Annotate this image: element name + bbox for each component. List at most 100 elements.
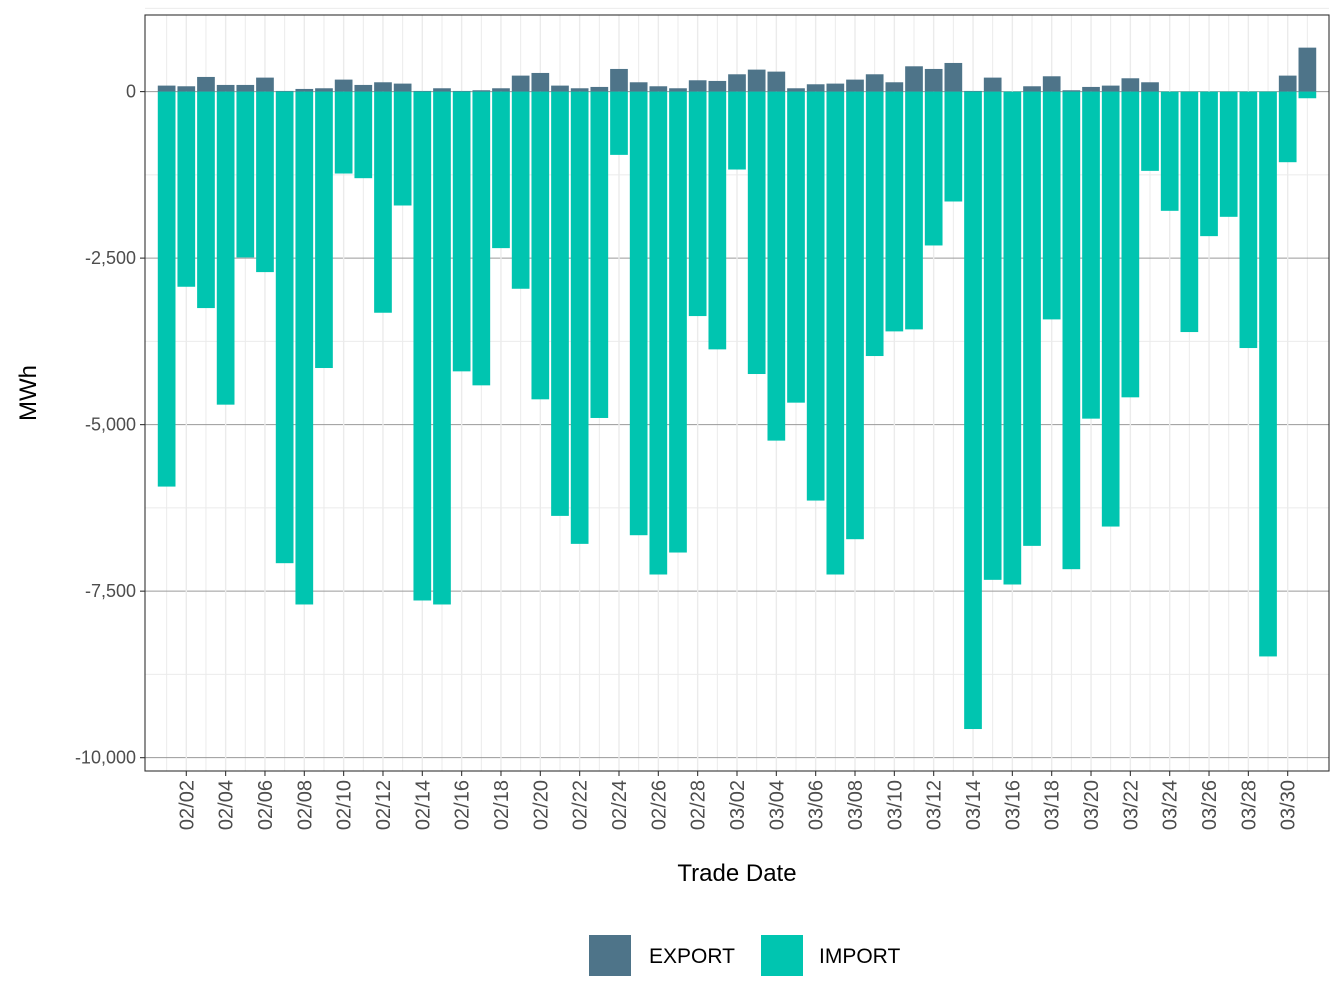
- import-bar-03-06: [806, 91, 825, 501]
- export-bar-03-13: [944, 62, 963, 92]
- x-tick-label: 03/30: [1278, 780, 1300, 830]
- export-bar-02-25: [629, 82, 648, 92]
- export-bar-02-03: [197, 76, 215, 92]
- import-bar-03-02: [728, 91, 746, 170]
- import-bar-03-09: [865, 91, 884, 357]
- export-bar-02-13: [393, 83, 412, 92]
- legend-label-export: EXPORT: [649, 945, 735, 968]
- export-bar-03-07: [826, 83, 845, 92]
- y-tick-label: -5,000: [85, 415, 136, 435]
- import-bar-02-06: [256, 91, 274, 273]
- import-bar-02-25: [629, 91, 648, 536]
- import-bar-03-19: [1062, 91, 1081, 570]
- import-bar-03-17: [1023, 91, 1041, 546]
- import-bar-02-12: [374, 91, 392, 313]
- export-bar-02-10: [334, 79, 353, 92]
- export-bar-03-14: [964, 90, 982, 92]
- export-bar-02-04: [216, 84, 235, 92]
- legend: EXPORT IMPORT: [589, 935, 900, 976]
- import-bar-02-07: [275, 91, 294, 564]
- legend-label-import: IMPORT: [819, 945, 900, 968]
- export-bar-02-22: [570, 88, 589, 92]
- export-bar-02-06: [256, 77, 274, 92]
- export-bar-02-21: [551, 85, 569, 92]
- import-bar-03-25: [1180, 91, 1199, 333]
- x-tick-label: 03/18: [1042, 780, 1064, 830]
- import-bar-03-11: [905, 91, 923, 330]
- import-bar-02-09: [315, 91, 333, 369]
- import-bar-02-19: [511, 91, 530, 289]
- export-bar-03-23: [1141, 82, 1159, 92]
- import-bar-02-17: [472, 91, 491, 386]
- export-bar-03-15: [983, 77, 1002, 92]
- export-bar-03-03: [747, 69, 766, 92]
- x-tick-label: 02/22: [570, 780, 592, 830]
- x-tick-label: 03/28: [1238, 780, 1260, 830]
- x-tick-label: 03/14: [963, 780, 985, 830]
- y-tick-label: -10,000: [75, 748, 136, 768]
- y-tick-label: -7,500: [85, 581, 136, 601]
- export-bar-02-24: [610, 68, 628, 92]
- x-tick-label: 02/24: [609, 780, 631, 830]
- import-bar-03-13: [944, 91, 963, 202]
- import-bar-02-28: [688, 91, 707, 317]
- import-bar-03-24: [1160, 91, 1179, 211]
- import-bar-02-08: [295, 91, 314, 605]
- x-tick-label: 03/06: [806, 780, 828, 830]
- import-bar-02-10: [334, 91, 353, 174]
- legend-key-export: [589, 935, 631, 976]
- x-tick-label: 02/02: [176, 780, 198, 830]
- export-bar-03-20: [1082, 86, 1100, 92]
- x-tick-label: 02/14: [412, 780, 434, 830]
- export-bar-02-12: [374, 82, 392, 92]
- import-bar-03-05: [787, 91, 805, 403]
- export-bar-03-19: [1062, 90, 1081, 92]
- x-axis: 02/02 02/04 02/06 02/08 02/10 02/12 02/14 02/16…: [176, 771, 1300, 830]
- y-tick-label: -2,500: [85, 248, 136, 268]
- import-bar-03-21: [1101, 91, 1120, 527]
- import-bar-02-13: [393, 91, 412, 206]
- import-bar-03-27: [1219, 91, 1238, 217]
- export-bar-02-19: [511, 75, 530, 92]
- import-bar-03-18: [1042, 91, 1061, 320]
- y-tick-label: 0: [126, 82, 136, 102]
- x-tick-label: 03/08: [845, 780, 867, 830]
- import-bar-03-08: [846, 91, 864, 540]
- x-axis-title: Trade Date: [677, 860, 796, 887]
- import-bar-02-16: [452, 91, 471, 372]
- import-bar-03-07: [826, 91, 845, 575]
- import-bar-02-02: [177, 91, 196, 287]
- x-tick-label: 03/02: [727, 780, 749, 830]
- x-tick-label: 03/16: [1002, 780, 1024, 830]
- import-bar-03-22: [1121, 91, 1140, 398]
- import-bar-02-05: [236, 91, 255, 258]
- legend-key-import: [761, 935, 803, 976]
- export-bar-02-26: [649, 86, 668, 92]
- import-bar-02-20: [531, 91, 550, 400]
- import-bar-03-04: [767, 91, 786, 441]
- import-bar-03-10: [885, 91, 904, 332]
- export-bar-02-27: [669, 88, 687, 92]
- export-bar-03-22: [1121, 78, 1140, 92]
- export-bar-02-09: [315, 88, 333, 92]
- import-bar-02-26: [649, 91, 668, 575]
- x-tick-label: 02/18: [491, 780, 513, 830]
- x-tick-label: 03/22: [1120, 780, 1142, 830]
- export-bar-03-11: [905, 66, 923, 92]
- import-bar-03-15: [983, 91, 1002, 580]
- import-bar-03-20: [1082, 91, 1100, 419]
- export-bar-02-20: [531, 72, 550, 92]
- x-tick-label: 02/16: [452, 780, 474, 830]
- x-tick-label: 02/28: [688, 780, 710, 830]
- export-bar-03-02: [728, 74, 746, 92]
- export-bar-02-11: [354, 84, 373, 92]
- export-bar-02-28: [688, 80, 707, 92]
- import-bar-03-23: [1141, 91, 1159, 171]
- import-bar-02-01: [157, 91, 176, 487]
- export-bar-02-07: [275, 90, 294, 92]
- export-bar-02-02: [177, 86, 196, 92]
- import-bar-02-18: [492, 91, 510, 249]
- import-bar-03-03: [747, 91, 766, 375]
- export-bar-03-18: [1042, 76, 1061, 92]
- import-bar-02-27: [669, 91, 687, 553]
